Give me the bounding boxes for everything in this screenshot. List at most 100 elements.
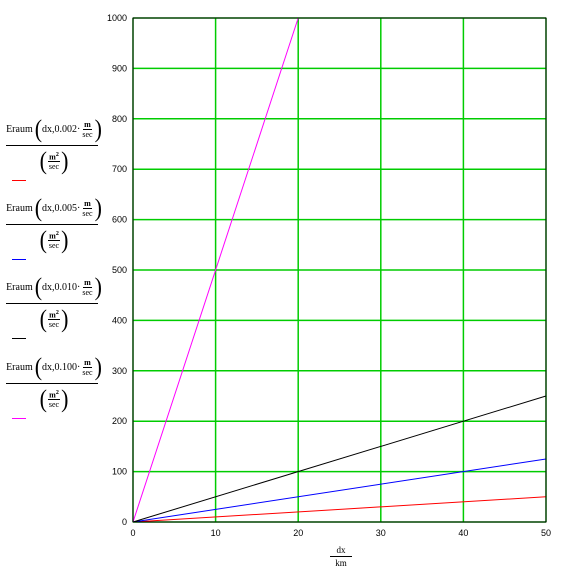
legend-den-top-wrap: m2 <box>48 151 60 163</box>
legend-den-exp: 2 <box>55 309 59 316</box>
legend-den-top: m <box>49 390 56 400</box>
legend-arg: dx <box>42 361 53 373</box>
legend-val: 0.002 <box>54 123 78 135</box>
legend-unit-top: m <box>83 357 92 368</box>
series-line-3 <box>132 395 547 523</box>
x-tick-label: 0 <box>130 528 135 538</box>
legend-den-unit: m2 sec <box>48 309 60 329</box>
legend-den-exp: 2 <box>55 151 59 158</box>
right-paren: ) <box>61 304 69 333</box>
legend-unit-bot: sec <box>82 287 93 297</box>
legend-swatch <box>12 180 26 181</box>
right-paren: ) <box>94 193 102 222</box>
legend-fn: Eraum <box>6 281 33 293</box>
plot-frame <box>132 17 547 523</box>
legend-arg: dx <box>42 202 53 214</box>
left-paren: ( <box>39 146 47 175</box>
y-tick-label: 300 <box>112 366 127 376</box>
x-tick-label: 30 <box>376 528 386 538</box>
legend-unit: m sec <box>81 358 93 377</box>
left-paren: ( <box>34 352 43 381</box>
left-paren: ( <box>39 304 47 333</box>
y-tick-label: 700 <box>112 164 127 174</box>
legend-den-top: m <box>49 231 56 241</box>
y-tick-label: 0 <box>122 517 127 527</box>
legend-comma: , <box>52 281 55 293</box>
right-paren: ) <box>61 384 69 413</box>
legend-den-top: m <box>49 152 56 162</box>
legend-comma: , <box>52 202 55 214</box>
legend-unit: m sec <box>81 199 93 218</box>
x-axis-label-num: dx <box>330 545 352 557</box>
y-tick-label: 1000 <box>107 13 127 23</box>
legend-den-exp: 2 <box>55 230 59 237</box>
legend-val: 0.010 <box>54 281 78 293</box>
legend-arg: dx <box>42 281 53 293</box>
legend-numerator: Eraum(dx, 0.005 · m sec) <box>6 193 102 223</box>
legend-fn: Eraum <box>6 123 33 135</box>
y-tick-label: 900 <box>112 63 127 73</box>
y-tick-label: 200 <box>112 416 127 426</box>
legend-arg: dx <box>42 123 53 135</box>
legend-val: 0.005 <box>54 202 78 214</box>
left-paren: ( <box>39 225 47 254</box>
legend-den-bot: sec <box>48 400 60 410</box>
legend-den-top-wrap: m2 <box>48 309 60 321</box>
legend-denominator: (m2 sec) <box>6 384 102 414</box>
series-line-1 <box>132 496 547 523</box>
right-paren: ) <box>94 114 102 143</box>
legend-entry-1: Eraum(dx, 0.002 · m sec)(m2 sec) <box>6 114 102 181</box>
legend-fraction-bar <box>6 224 98 225</box>
legend-numerator: Eraum(dx, 0.010 · m sec) <box>6 272 102 302</box>
y-tick-label: 500 <box>112 265 127 275</box>
legend-denominator: (m2 sec) <box>6 225 102 255</box>
x-axis-label-den: km <box>335 558 347 568</box>
legend-den-exp: 2 <box>55 389 59 396</box>
legend-unit: m sec <box>81 278 93 297</box>
legend-entry-4: Eraum(dx, 0.100 · m sec)(m2 sec) <box>6 352 102 419</box>
series-lines <box>132 17 547 523</box>
series-line-4 <box>132 17 299 523</box>
legend-dot: · <box>77 202 81 214</box>
y-tick-label: 600 <box>112 215 127 225</box>
legend-fraction-bar <box>6 383 98 384</box>
legend-unit-bot: sec <box>82 129 93 139</box>
legend-denominator: (m2 sec) <box>6 146 102 176</box>
x-tick-label: 20 <box>293 528 303 538</box>
legend-den-top: m <box>49 310 56 320</box>
legend-swatch <box>12 338 26 339</box>
legend-comma: , <box>52 361 55 373</box>
right-paren: ) <box>61 225 69 254</box>
legend-fraction-bar <box>6 145 98 146</box>
legend-den-unit: m2 sec <box>48 230 60 250</box>
legend-unit-top: m <box>83 119 92 130</box>
legend-den-top-wrap: m2 <box>48 230 60 242</box>
left-paren: ( <box>34 114 43 143</box>
legend-dot: · <box>77 281 81 293</box>
legend-entry-3: Eraum(dx, 0.010 · m sec)(m2 sec) <box>6 272 102 339</box>
legend-entry-2: Eraum(dx, 0.005 · m sec)(m2 sec) <box>6 193 102 260</box>
left-paren: ( <box>34 193 43 222</box>
right-paren: ) <box>94 272 102 301</box>
legend-val: 0.100 <box>54 361 78 373</box>
legend-unit: m sec <box>81 120 93 139</box>
legend-comma: , <box>52 123 55 135</box>
legend-unit-bot: sec <box>82 367 93 377</box>
legend-unit-top: m <box>83 198 92 209</box>
legend-fn: Eraum <box>6 361 33 373</box>
legend-dot: · <box>77 361 81 373</box>
tick-labels: 0 10 20 30 40 5001002003004005006007008009001… <box>107 13 551 538</box>
left-paren: ( <box>34 272 43 301</box>
series-line-2 <box>132 458 547 523</box>
legend-fn: Eraum <box>6 202 33 214</box>
x-tick-label: 10 <box>211 528 221 538</box>
y-tick-label: 800 <box>112 114 127 124</box>
legend-numerator: Eraum(dx, 0.100 · m sec) <box>6 352 102 382</box>
legend-den-unit: m2 sec <box>48 151 60 171</box>
x-tick-label: 40 <box>458 528 468 538</box>
legend-swatch <box>12 418 26 419</box>
legend-unit-bot: sec <box>82 208 93 218</box>
right-paren: ) <box>61 146 69 175</box>
legend-swatch <box>12 259 26 260</box>
